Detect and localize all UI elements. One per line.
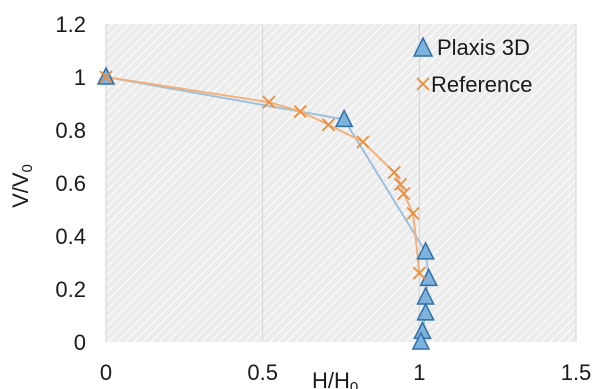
reference-point <box>293 104 307 119</box>
reference-point <box>99 70 113 84</box>
y-tick-label: 0.4 <box>55 224 86 249</box>
y-tick-label: 0 <box>74 330 86 355</box>
x-axis-title-subscript: 0 <box>350 379 358 389</box>
x-tick-label: 0.5 <box>247 360 278 385</box>
x-tick-labels: 0 0.5 1 1.5 <box>100 360 591 385</box>
reference-point <box>406 206 420 221</box>
plaxis-3d-point <box>416 241 435 260</box>
legend-triangle-icon <box>412 36 434 57</box>
legend-label-plaxis-3d: Plaxis 3D <box>437 35 530 60</box>
y-tick-label: 1 <box>74 65 86 90</box>
y-axis-title: V/V0 <box>8 164 36 208</box>
plaxis-3d-point <box>411 331 431 350</box>
x-tick-label: 1 <box>413 360 425 385</box>
x-axis-title-main: H/H <box>312 368 350 389</box>
y-tick-label: 0.8 <box>55 118 86 143</box>
y-axis-title-subscript: 0 <box>19 164 36 172</box>
reference-point <box>262 95 276 109</box>
reference-point <box>321 118 336 132</box>
legend-label-reference: Reference <box>431 72 533 97</box>
reference-point <box>356 135 370 149</box>
reference-point <box>412 266 426 280</box>
x-tick-label: 0 <box>100 360 112 385</box>
y-tick-label: 0.2 <box>55 277 86 302</box>
series-line-1 <box>105 76 421 274</box>
legend-x-icon <box>416 77 430 91</box>
reference-point <box>393 177 408 191</box>
y-axis-title-main: V/V <box>8 172 33 208</box>
series-markers <box>96 66 438 350</box>
x-axis-title: H/H0 <box>312 368 358 389</box>
plot-area <box>106 24 576 342</box>
reference-point <box>387 165 401 180</box>
y-tick-label: 0.6 <box>55 171 86 196</box>
legend-item-reference: Reference <box>416 72 533 97</box>
y-tick-label: 1.2 <box>55 12 86 37</box>
plaxis-3d-point <box>334 108 354 128</box>
legend: Plaxis 3D Reference <box>412 35 533 97</box>
y-tick-labels: 0 0.2 0.4 0.6 0.8 1 1.2 <box>55 12 86 355</box>
legend-item-plaxis-3d: Plaxis 3D <box>412 35 530 60</box>
reference-point <box>397 186 411 201</box>
plaxis-3d-point <box>416 302 435 321</box>
x-tick-label: 1.5 <box>561 360 592 385</box>
